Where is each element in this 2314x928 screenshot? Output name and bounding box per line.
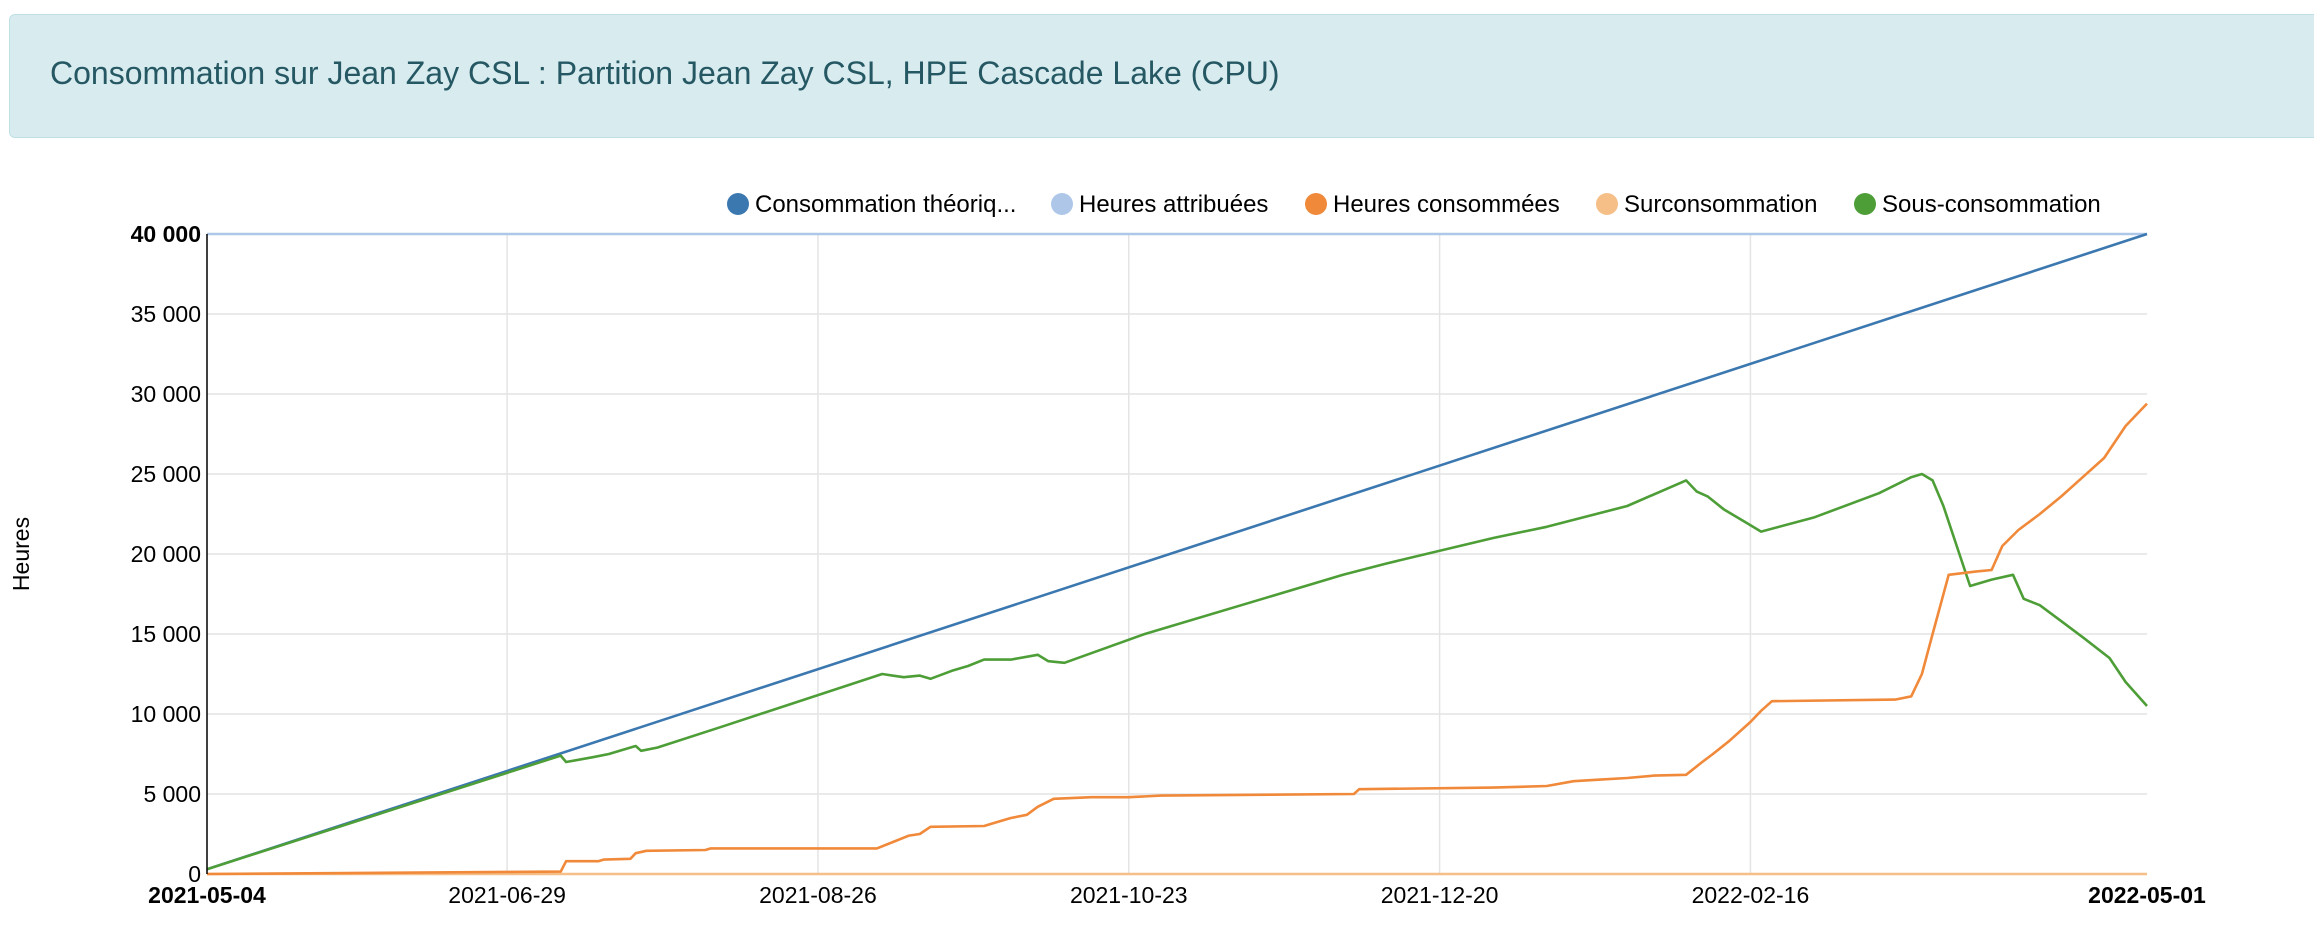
series-line-sousconsommation <box>206 472 2148 871</box>
y-tick-label: 15 000 <box>131 621 201 647</box>
y-tick-label: 40 000 <box>131 221 201 247</box>
legend: Consommation théoriq... Heures attribuées… <box>727 191 2101 218</box>
legend-item-surconsommation[interactable]: Surconsommation <box>1596 191 1817 218</box>
series-lines <box>206 232 2148 876</box>
x-tick-label: 2021-05-04 <box>148 882 266 908</box>
legend-label: Heures consommées <box>1333 191 1560 218</box>
y-tick-label: 20 000 <box>131 541 201 567</box>
legend-swatch-icon <box>1051 193 1073 215</box>
y-tick-label: 0 <box>188 861 201 887</box>
page-title: Consommation sur Jean Zay CSL : Partitio… <box>50 55 1280 91</box>
legend-label: Heures attribuées <box>1079 191 1268 218</box>
x-tick-label: 2022-05-01 <box>2088 882 2206 908</box>
grid-lines <box>207 233 2147 875</box>
y-tick-labels: 0 5 000 10 000 15 000 20 000 25 000 30 000 35 0… <box>131 221 201 887</box>
y-tick-label: 25 000 <box>131 461 201 487</box>
y-tick-label: 5 000 <box>143 781 201 807</box>
legend-label: Consommation théoriq... <box>755 191 1016 218</box>
x-tick-label: 2021-08-26 <box>759 882 877 908</box>
chart-header-panel: Consommation sur Jean Zay CSL : Partitio… <box>9 14 2314 138</box>
y-tick-label: 35 000 <box>131 301 201 327</box>
x-tick-label: 2021-10-23 <box>1070 882 1188 908</box>
x-tick-labels: 2021-05-04 2021-06-29 2021-08-26 2021-10-23… <box>148 882 2206 908</box>
y-axis-label: Heures <box>8 517 34 591</box>
legend-item-consommees[interactable]: Heures consommées <box>1305 191 1560 218</box>
x-tick-label: 2021-06-29 <box>448 882 566 908</box>
legend-item-theorique[interactable]: Consommation théoriq... <box>727 191 1016 218</box>
x-tick-label: 2021-12-20 <box>1381 882 1499 908</box>
x-tick-label: 2022-02-16 <box>1692 882 1810 908</box>
legend-item-sousconsommation[interactable]: Sous-consommation <box>1854 191 2101 218</box>
legend-label: Surconsommation <box>1624 191 1817 218</box>
legend-label: Sous-consommation <box>1882 191 2101 218</box>
consumption-chart: 0 5 000 10 000 15 000 20 000 25 000 30 000 35 0… <box>0 170 2314 928</box>
chart-svg: 0 5 000 10 000 15 000 20 000 25 000 30 000 35 0… <box>8 191 2206 908</box>
series-line-consommees <box>206 402 2148 876</box>
y-tick-label: 10 000 <box>131 701 201 727</box>
legend-swatch-icon <box>1596 193 1618 215</box>
y-tick-label: 30 000 <box>131 381 201 407</box>
legend-item-attribuees[interactable]: Heures attribuées <box>1051 191 1268 218</box>
legend-swatch-icon <box>727 193 749 215</box>
series-line-theorique <box>206 232 2148 871</box>
legend-swatch-icon <box>1854 193 1876 215</box>
legend-swatch-icon <box>1305 193 1327 215</box>
